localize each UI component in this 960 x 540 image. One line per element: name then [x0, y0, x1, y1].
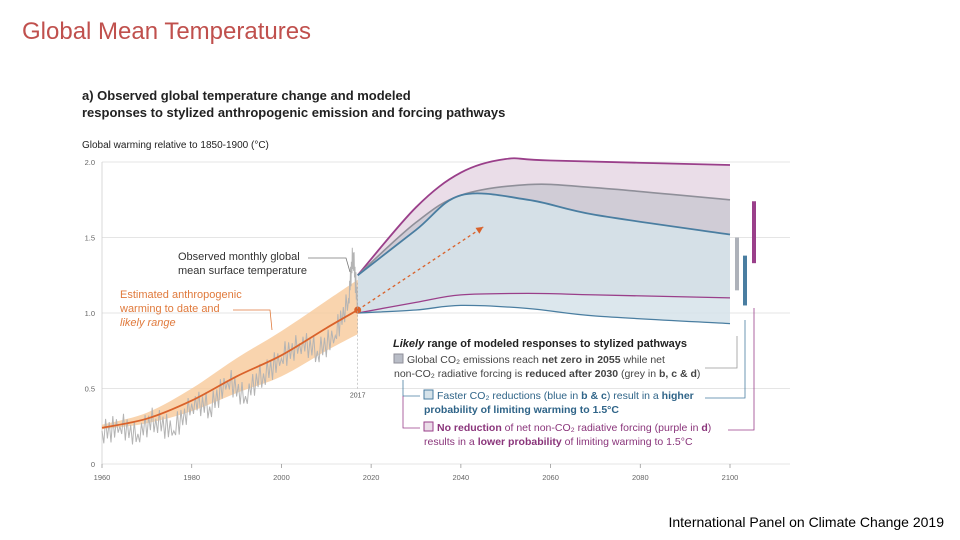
x-tick-label: 1960	[94, 473, 111, 482]
legend-blue-line-1: Faster CO₂ reductions (blue in b & c) re…	[437, 390, 694, 402]
y-tick-label: 1.0	[85, 309, 95, 318]
grey-pathway-upper-line	[357, 183, 731, 276]
legend-purple-line-1: No reduction of net non-CO₂ radiative fo…	[437, 422, 711, 434]
anthro-label-line-3: likely range	[120, 317, 176, 329]
purple-bar-connector	[728, 308, 755, 431]
legend-heading: Likely range of modeled responses to sty…	[393, 338, 687, 350]
y-tick-label: 2.0	[85, 158, 95, 167]
slide-title: Global Mean Temperatures	[22, 18, 312, 45]
grey-pathway-lower-line	[357, 292, 731, 314]
anthro-label-line-1: Estimated anthropogenic	[120, 289, 242, 301]
range-bar-purple	[752, 201, 756, 264]
chart-title-line-1: a) Observed global temperature change an…	[82, 88, 411, 103]
y-tick-label: 0.5	[85, 385, 95, 394]
pathway-arrow	[357, 226, 484, 311]
y-axis-ticks: 0 0.5 1.0 1.5 2.0	[85, 158, 95, 469]
observed-label-leader	[308, 257, 351, 273]
blue-bar-connector	[705, 320, 746, 399]
legend-swatch-purple	[423, 421, 434, 432]
x-tick-label: 2060	[542, 473, 559, 482]
purple-pathway-upper-line	[357, 157, 731, 276]
year-2017-label: 2017	[350, 393, 366, 400]
legend-grey-line-2: non-CO₂ radiative forcing is reduced aft…	[394, 368, 700, 380]
observed-temperature-line	[101, 247, 359, 445]
blue-pathway-range	[357, 193, 730, 324]
anthro-label-line-2: warming to date and	[119, 303, 220, 315]
anthropogenic-warming-line	[101, 309, 359, 429]
range-bar-blue	[743, 255, 747, 306]
blue-pathway-lower-line	[357, 304, 731, 325]
x-tick-label: 1980	[183, 473, 200, 482]
legend-purple-line-2: results in a lower probability of limiti…	[424, 436, 693, 448]
legend-blue-leader	[402, 380, 420, 397]
anthropogenic-likely-range	[102, 279, 358, 430]
x-tick-label: 2020	[363, 473, 380, 482]
x-axis-ticks: 1960 1980 2000 2020 2040 2060 2080 2100	[94, 464, 739, 482]
observed-label-line-2: mean surface temperature	[178, 265, 307, 277]
observed-label-line-1: Observed monthly global	[178, 251, 300, 263]
y-tick-label: 0	[91, 460, 95, 469]
x-tick-label: 2100	[722, 473, 739, 482]
range-bar-grey	[735, 237, 739, 291]
pathway-arrow-head	[475, 226, 484, 234]
x-tick-label: 2040	[453, 473, 470, 482]
grey-bar-connector	[705, 336, 738, 369]
y-axis-label: Global warming relative to 1850-1900 (°C…	[82, 140, 269, 151]
legend-swatch-blue	[423, 389, 434, 400]
x-tick-label: 2080	[632, 473, 649, 482]
blue-pathway-upper-line	[357, 192, 731, 277]
legend-grey-line-1: Global CO₂ emissions reach net zero in 2…	[407, 354, 665, 366]
likely-range-bars	[735, 201, 756, 306]
anthro-label-leader	[233, 309, 273, 331]
legend-swatch-grey	[393, 353, 404, 364]
legend-blue-line-2: probability of limiting warming to 1.5°C	[424, 404, 619, 416]
chart-title-line-2: responses to stylized anthropogenic emis…	[82, 105, 505, 120]
source-credit: International Panel on Climate Change 20…	[668, 514, 944, 530]
legend-purple-leader	[402, 396, 420, 429]
x-tick-label: 2000	[273, 473, 290, 482]
y-tick-label: 1.5	[85, 234, 95, 243]
